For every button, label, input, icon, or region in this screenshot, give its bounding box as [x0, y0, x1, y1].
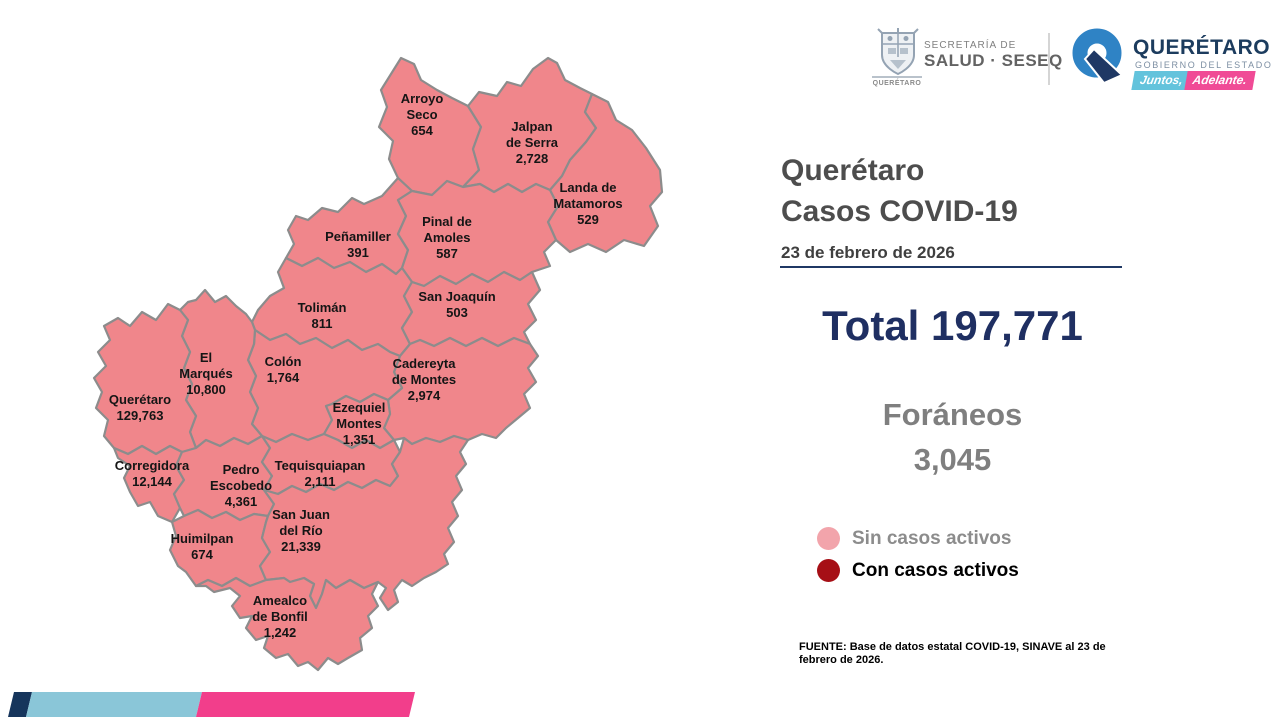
footer-accent-bar: [8, 692, 415, 717]
municipality-label-landa-de-matamoros: Landa de Matamoros 529: [553, 180, 622, 227]
page-title-line2: Casos COVID-19: [781, 195, 1018, 228]
queretaro-government-logo: [1070, 27, 1128, 85]
gobierno-subtitle: GOBIERNO DEL ESTADO: [1135, 60, 1273, 70]
crest-caption: QUERÉTARO: [872, 80, 922, 87]
municipality-shape-amealco-de-bonfil: [194, 576, 380, 672]
page-title-line1: Querétaro: [781, 154, 925, 187]
municipality-shape-pinal-de-amoles: [396, 179, 560, 288]
municipality-shape-landa-de-matamoros: [546, 92, 664, 254]
foraneos-label: Foráneos: [882, 397, 1023, 432]
sin-casos-dot-icon: [817, 527, 840, 550]
slogan-adelante: Adelante.: [1183, 71, 1256, 90]
municipality-label-arroyo-seco: Arroyo Seco 654: [401, 91, 444, 138]
municipality-shape-huimilpan: [168, 508, 272, 588]
legend-row-sin-casos: Sin casos activos: [817, 527, 1019, 550]
salud-seseq-label: SALUD · SESEQ: [924, 51, 1063, 70]
municipality-label-san-juan-del-rio: San Juan del Río 21,339: [272, 507, 330, 554]
municipality-label-cadereyta-de-montes: Cadereyta de Montes 2,974: [392, 356, 456, 403]
con-casos-label: Con casos activos: [852, 559, 1019, 581]
con-casos-dot-icon: [817, 559, 840, 582]
footer-bar-navy-segment: [8, 692, 32, 717]
total-value: 197,771: [931, 302, 1083, 349]
logo-divider: [1048, 33, 1050, 85]
legend: Sin casos activos Con casos activos: [817, 527, 1019, 591]
municipality-label-corregidora: Corregidora 12,144: [115, 458, 190, 489]
date-underline: [780, 266, 1122, 268]
total-cases: Total 197,771: [780, 302, 1125, 350]
foraneos-block: Foráneos 3,045: [780, 392, 1125, 482]
slogan-badge: Juntos, Adelante.: [1131, 71, 1256, 90]
footer-bar-cyan-segment: [26, 692, 202, 717]
footer-bar-pink-segment: [196, 692, 415, 717]
municipality-label-huimilpan: Huimilpan 674: [171, 531, 234, 562]
source-note: FUENTE: Base de datos estatal COVID-19, …: [799, 641, 1106, 666]
health-ministry-logo: [876, 27, 920, 79]
municipality-label-tequisquiapan: Tequisquiapan 2,111: [275, 458, 366, 489]
municipality-label-penamiller: Peñamiller 391: [325, 229, 391, 260]
municipality-label-san-joaquin: San Joaquín 503: [418, 289, 495, 320]
crest-icon: [877, 28, 919, 76]
municipality-label-colon: Colón 1,764: [265, 354, 302, 385]
municipality-label-amealco-de-bonfil: Amealco de Bonfil 1,242: [252, 593, 308, 640]
total-label: Total: [822, 302, 920, 349]
municipality-label-pedro-escobedo: Pedro Escobedo 4,361: [210, 462, 272, 509]
crest-divider: [872, 76, 922, 78]
municipality-label-el-marques: El Marqués 10,800: [179, 350, 232, 397]
municipality-label-pinal-de-amoles: Pinal de Amoles 587: [422, 214, 472, 261]
report-date: 23 de febrero de 2026: [781, 243, 955, 262]
queretaro-municipality-map: Arroyo Seco 654 Jalpan de Serra 2,728 Landa de…: [92, 56, 664, 672]
gobierno-title: QUERÉTARO: [1133, 36, 1271, 59]
page-title: Querétaro Casos COVID-19: [781, 150, 1018, 232]
municipality-label-jalpan-de-serra: Jalpan de Serra 2,728: [506, 119, 559, 166]
municipality-label-toliman: Tolimán 811: [298, 300, 347, 331]
q-logo-icon: [1072, 28, 1124, 85]
municipality-label-queretaro: Querétaro 129,763: [109, 392, 171, 423]
sin-casos-label: Sin casos activos: [852, 527, 1012, 549]
legend-row-con-casos: Con casos activos: [817, 559, 1019, 582]
slogan-juntos: Juntos,: [1131, 71, 1192, 90]
foraneos-value: 3,045: [913, 442, 992, 477]
municipality-label-ezequiel-montes: Ezequiel Montes 1,351: [333, 400, 386, 447]
secretaria-label: SECRETARÍA DE: [924, 40, 1017, 51]
